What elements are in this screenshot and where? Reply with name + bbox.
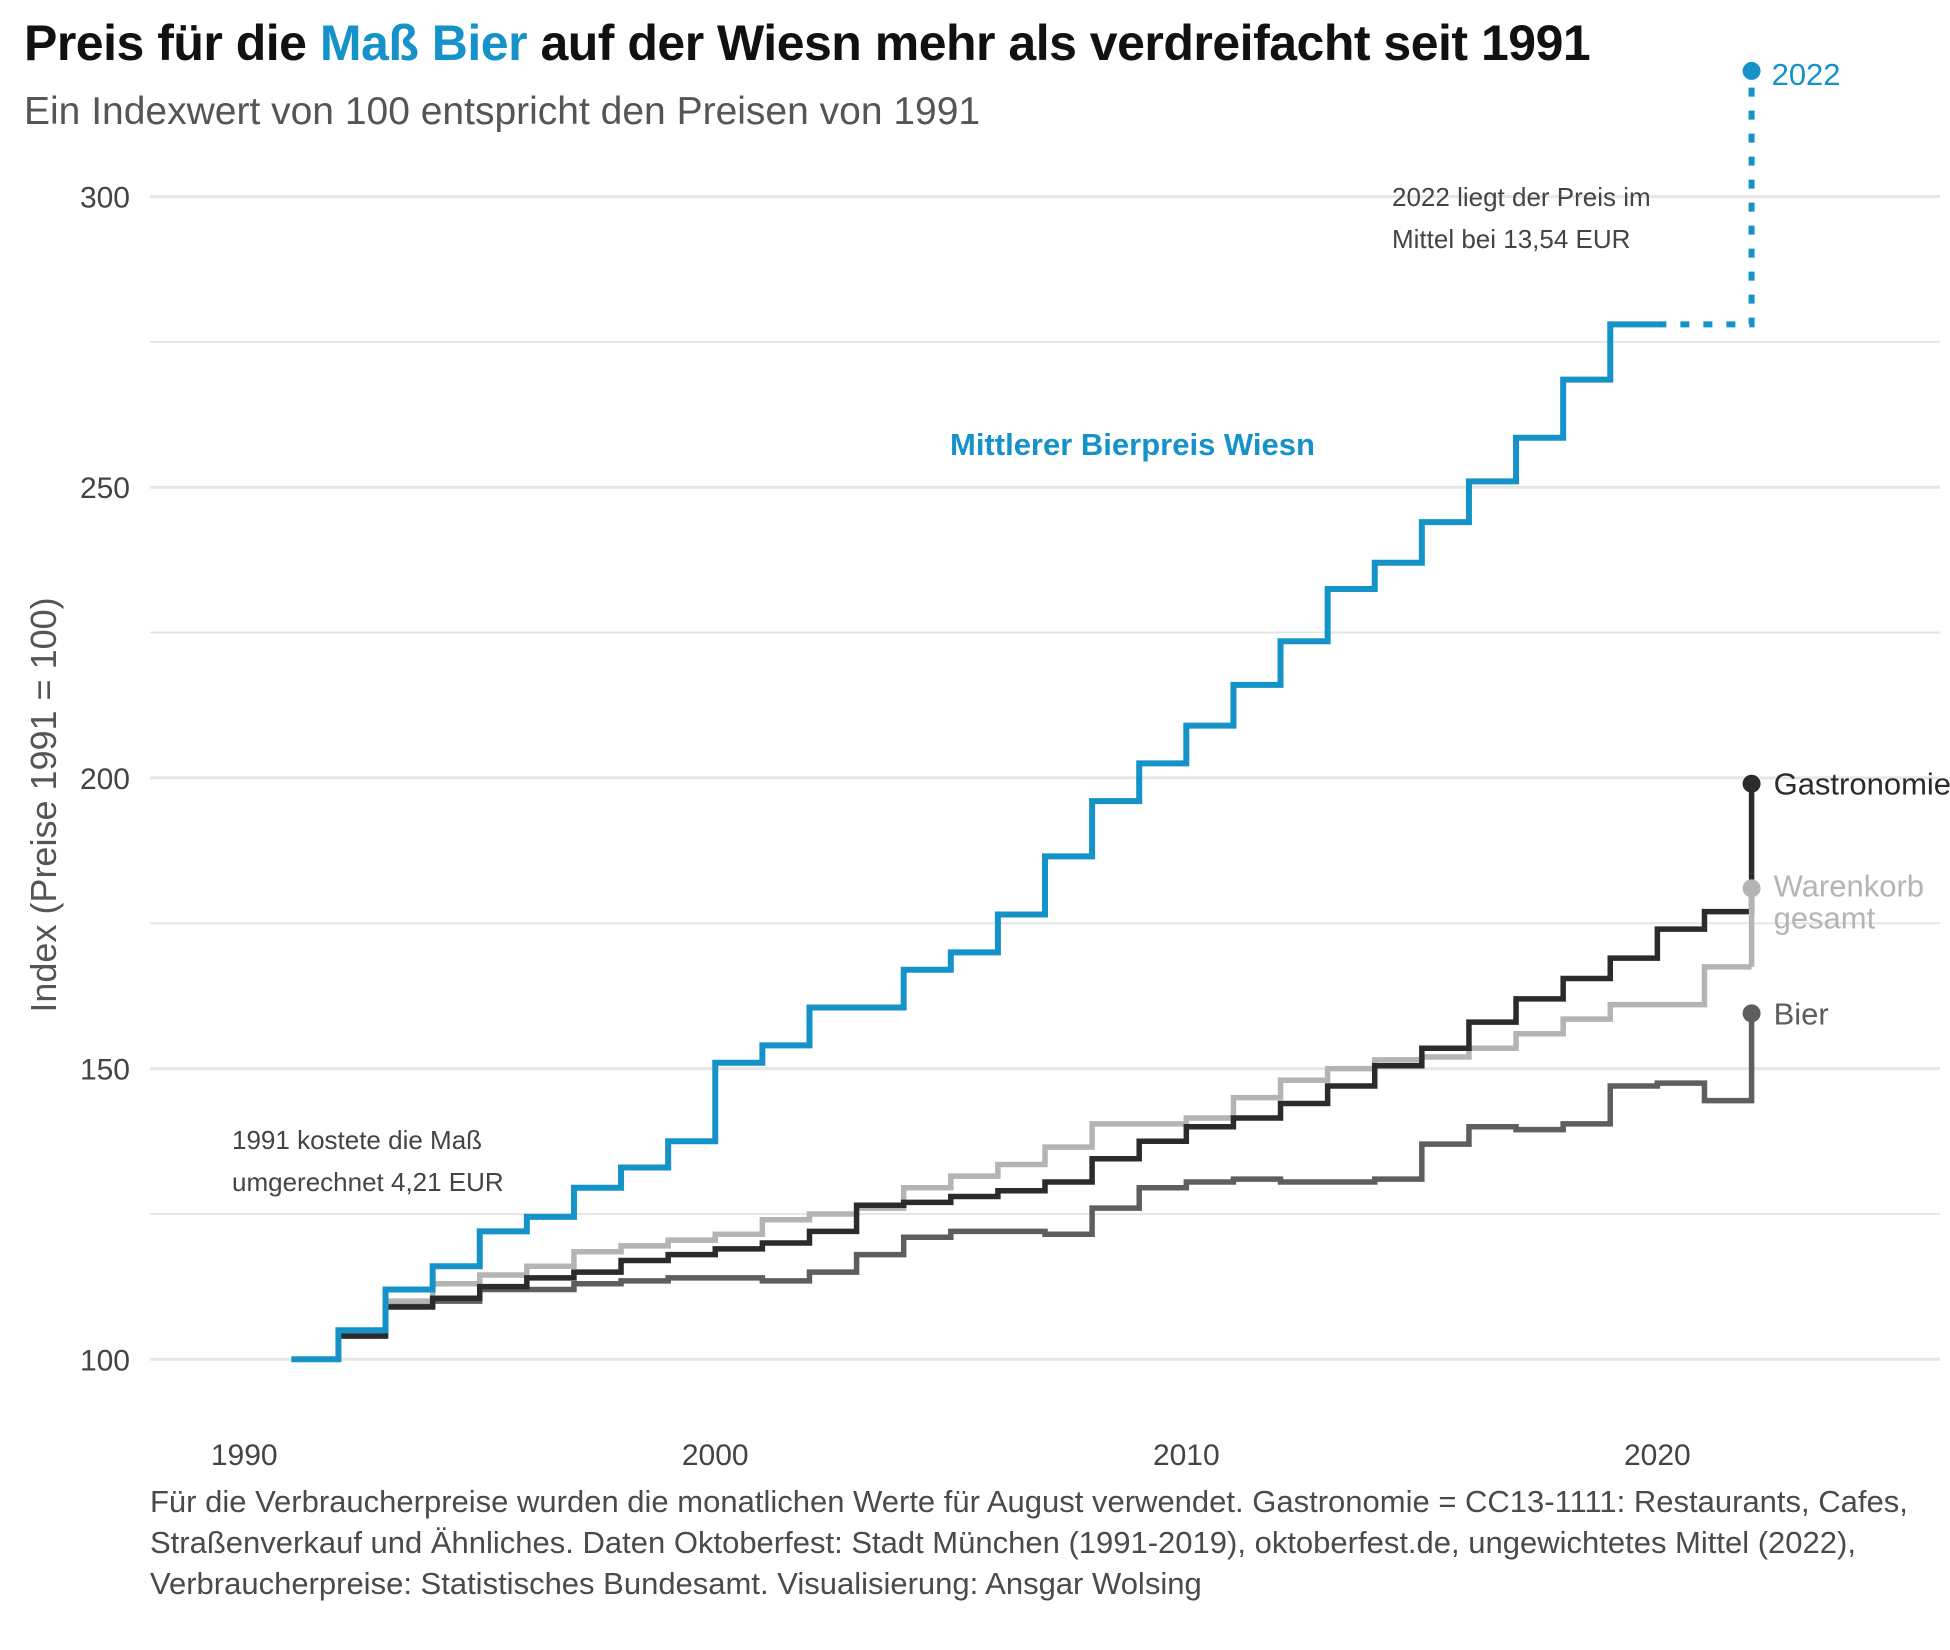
series-end-label: Gastronomie	[1774, 767, 1950, 802]
projection-line	[1657, 84, 1755, 328]
annotation-1991-line1: 1991 kostete die Maß	[232, 1125, 482, 1155]
series-line-warenkorb	[338, 964, 1752, 1336]
title-text-1: Preis für die	[24, 15, 320, 71]
caption: Für die Verbraucherpreise wurden die mon…	[150, 1484, 1908, 1601]
x-axis: 1990 2000 2010 2020	[211, 1439, 1691, 1470]
y-axis-label: Index (Preise 1991 = 100)	[23, 597, 64, 1012]
y-tick-label: 100	[80, 1344, 130, 1377]
x-tick-label: 1990	[211, 1439, 278, 1470]
y-axis: 100 150 200 250 300	[80, 182, 130, 1378]
y-tick-label: 150	[80, 1054, 130, 1087]
y-tick-label: 200	[80, 763, 130, 796]
series-labels: Gastronomie Warenkorb gesamt Bier 2022	[1742, 57, 1950, 1031]
annotation-2022-line1: 2022 liegt der Preis im	[1392, 182, 1651, 212]
series-end-point	[1742, 774, 1761, 793]
series-line-wiesn	[291, 321, 1658, 1363]
y-tick-label: 250	[80, 472, 130, 505]
title-text-2: auf der Wiesn mehr als verdreifacht seit…	[527, 15, 1591, 71]
series-lines	[291, 84, 1755, 1363]
series-end-label: Bier	[1774, 996, 1829, 1031]
x-tick-label: 2020	[1624, 1439, 1691, 1470]
y-tick-label: 300	[80, 182, 130, 215]
series-end-point	[1742, 1004, 1761, 1023]
projection-point	[1742, 61, 1761, 80]
projection-label: 2022	[1772, 57, 1841, 92]
annotation-2022-line2: Mittel bei 13,54 EUR	[1392, 224, 1630, 254]
chart-subtitle: Ein Indexwert von 100 entspricht den Pre…	[24, 90, 981, 133]
chart-title: Preis für die Maß Bier auf der Wiesn meh…	[24, 14, 1591, 72]
x-tick-label: 2010	[1153, 1439, 1220, 1470]
series-end-label: Warenkorb gesamt	[1774, 868, 1924, 935]
title-highlight: Maß Bier	[319, 15, 528, 71]
annotation-1991-line2: umgerechnet 4,21 EUR	[232, 1167, 504, 1197]
series-line-bier	[338, 1071, 1755, 1339]
series-label-wiesn: Mittlerer Bierpreis Wiesn	[950, 427, 1315, 462]
x-tick-label: 2000	[682, 1439, 749, 1470]
series-line-gastronomie	[338, 873, 1755, 1339]
grid	[150, 195, 1940, 1361]
series-end-point	[1742, 879, 1761, 898]
chart-svg: 100 150 200 250 300 1990 2000 2010 2020 Index (…	[23, 57, 1950, 1470]
